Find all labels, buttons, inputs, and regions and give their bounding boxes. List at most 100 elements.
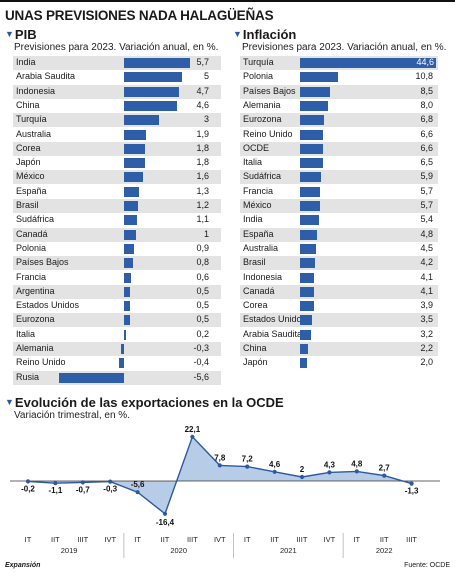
bar (124, 143, 145, 154)
category-label: Alemania (16, 343, 54, 353)
category-label: Italia (243, 157, 263, 168)
category-label: Arabia Saudita (16, 71, 76, 82)
category-label: Rusia (16, 371, 40, 382)
exports-subtitle: Variación trimestral, en %. (14, 410, 130, 421)
data-label: -1,1 (49, 486, 63, 495)
bar (124, 72, 182, 83)
category-label: Países Bajos (16, 257, 69, 268)
category-label: Polonia (16, 242, 47, 253)
data-point (245, 464, 250, 469)
data-label: 7,2 (242, 455, 254, 464)
category-label: Italia (16, 328, 36, 339)
value-label: 8,5 (420, 85, 433, 96)
data-point (190, 434, 195, 439)
bar (124, 243, 135, 254)
category-label: Corea (243, 300, 268, 311)
value-label: 6,8 (420, 114, 433, 125)
bar (300, 201, 320, 211)
value-label: 5,4 (420, 214, 433, 225)
table-row: Polonia 10,8 (240, 70, 438, 84)
exports-area (28, 436, 412, 514)
bar (124, 100, 178, 111)
bar (124, 129, 147, 140)
bar (300, 329, 312, 340)
bar (300, 129, 324, 140)
value-label: 1,1 (196, 214, 209, 225)
x-tick-label: IT (25, 535, 32, 544)
table-row: Italia 0,2 (13, 328, 221, 342)
category-label: España (16, 185, 47, 196)
category-label: Eurozona (243, 114, 282, 125)
x-tick-label: IIIT (77, 535, 88, 544)
category-label: Reino Unido (16, 357, 66, 368)
exports-panel-title: ▼Evolución de las exportaciones en la OC… (5, 395, 284, 410)
bar (300, 315, 313, 326)
data-label: -16,4 (156, 518, 175, 527)
category-label: Brasil (16, 200, 39, 210)
category-label: Australia (16, 128, 52, 139)
value-label: 0,5 (196, 314, 209, 325)
category-label: Corea (16, 142, 41, 153)
data-point (217, 463, 222, 468)
main-title: UNAS PREVISIONES NADA HALAGÜEÑAS (5, 8, 274, 23)
value-label: 4,1 (420, 271, 433, 282)
value-label: 4,8 (420, 228, 433, 239)
bar (124, 186, 140, 197)
bar (124, 301, 130, 312)
table-row: Indonesia 4,1 (240, 271, 438, 285)
table-row: China 4,6 (13, 99, 221, 113)
category-label: Alemania (243, 99, 281, 110)
value-label: 0,8 (196, 257, 209, 268)
value-label: 0,5 (196, 285, 209, 296)
exports-area-chart: -0,2 IT -1,1 IIT -0,7 IIIT -0,3 IVT -5,6 IT -16,4 I… (10, 425, 440, 558)
category-label: Argentina (16, 285, 55, 296)
bar (300, 86, 330, 97)
value-label: 10,8 (415, 71, 433, 82)
bar (124, 201, 138, 211)
data-label: -0,3 (103, 485, 117, 494)
year-label: 2021 (280, 546, 297, 555)
triangle-icon: ▼ (5, 29, 14, 39)
pib-subtitle: Previsiones para 2023. Variación anual, … (14, 42, 219, 53)
data-point (135, 490, 140, 495)
table-row: Japón 1,8 (13, 156, 221, 170)
data-label: 2 (300, 465, 305, 474)
x-tick-label: IT (244, 535, 251, 544)
data-label: -0,2 (21, 484, 35, 493)
x-tick-label: IIT (51, 535, 60, 544)
value-label: 1 (203, 228, 209, 239)
table-row: Países Bajos 0,8 (13, 256, 221, 271)
category-label: Indonesia (243, 271, 283, 282)
value-label: 5 (203, 71, 209, 82)
category-label: Francia (16, 271, 47, 282)
bar (124, 86, 179, 97)
table-row: España 1,3 (13, 185, 221, 199)
table-row: Australia 1,9 (13, 128, 221, 142)
value-label: 4,2 (420, 257, 433, 268)
value-label: 3,2 (420, 328, 433, 339)
value-label: 5,7 (420, 185, 433, 196)
table-row: Países Bajos 8,5 (240, 84, 438, 99)
pib-bar-chart: India 5,7 Arabia Saudita 5 Indonesia 4,7 China… (13, 56, 221, 386)
bar (124, 215, 137, 226)
category-label: Eurozona (16, 314, 55, 325)
table-row: Turquía 3 (13, 113, 221, 128)
category-label: Arabia Saudita (243, 328, 303, 339)
value-label: 1,2 (196, 200, 209, 210)
value-label: 2,2 (420, 343, 433, 353)
x-tick-label: IT (134, 535, 141, 544)
triangle-icon: ▼ (5, 397, 14, 407)
category-label: Turquía (243, 57, 274, 67)
bar (300, 100, 328, 111)
table-row: India 5,4 (240, 213, 438, 227)
bar (124, 315, 130, 326)
table-row: Sudáfrica 5,9 (240, 170, 438, 185)
value-label: 3 (203, 114, 209, 125)
value-label: 6,6 (420, 142, 433, 153)
category-label: Estados Unidos (243, 314, 307, 325)
value-label: 0,6 (196, 271, 209, 282)
table-row: Francia 5,7 (240, 185, 438, 199)
table-row: Australia 4,5 (240, 242, 438, 256)
category-label: Francia (243, 185, 274, 196)
value-label: 5,7 (196, 57, 209, 67)
